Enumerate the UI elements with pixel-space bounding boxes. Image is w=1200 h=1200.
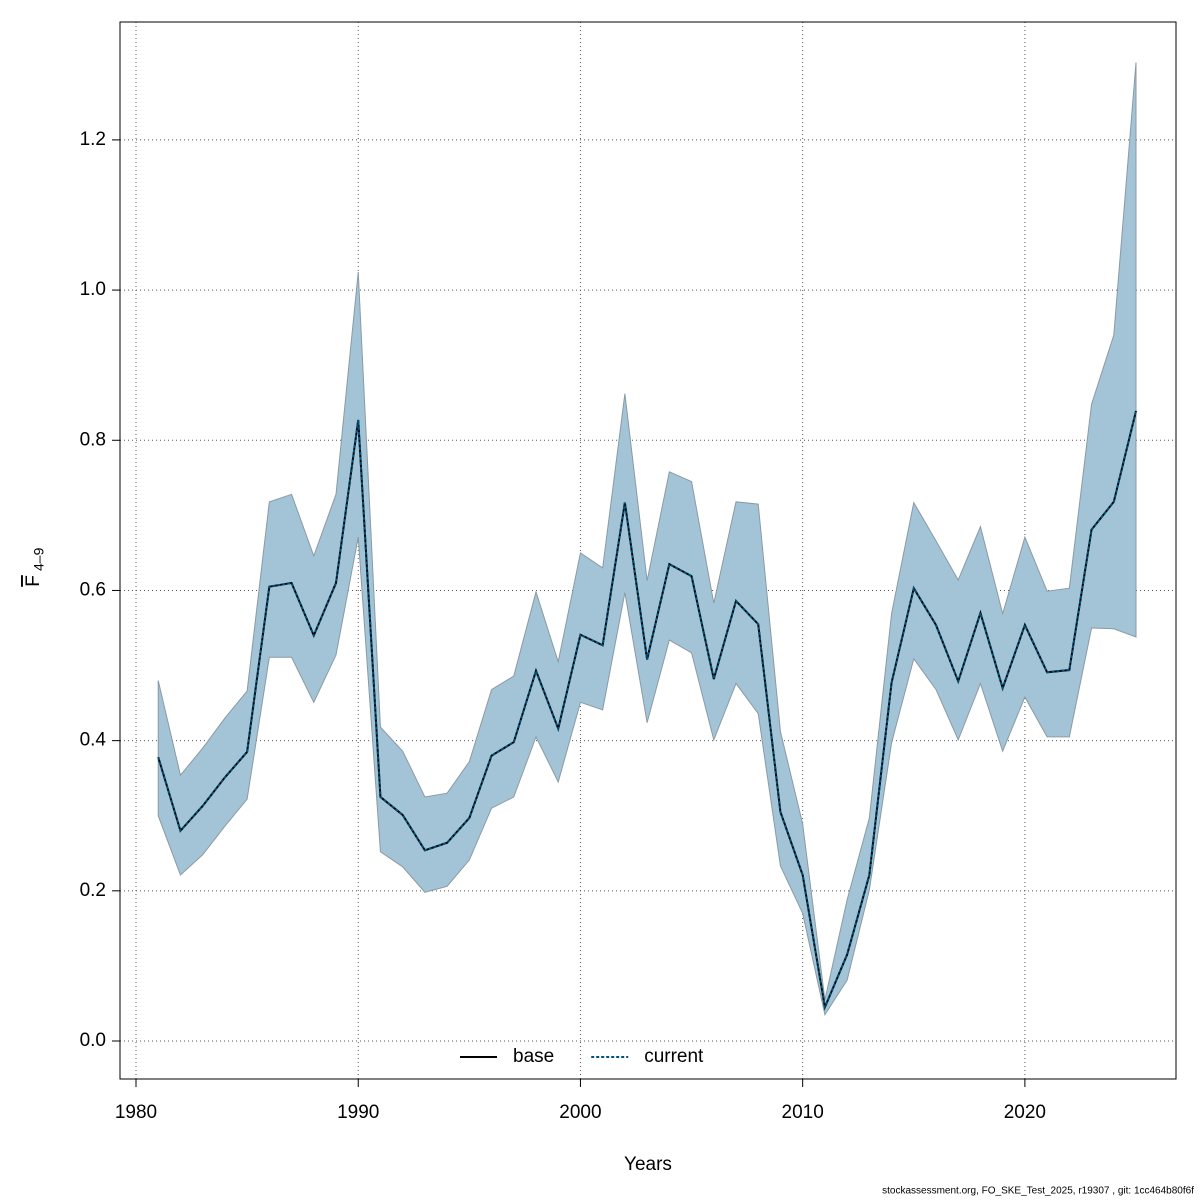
x-tick-label: 2010 — [782, 1102, 824, 1123]
x-axis-label: Years — [624, 1154, 672, 1175]
x-tick-label: 1990 — [337, 1102, 379, 1123]
x-tick-label: 2020 — [1004, 1102, 1046, 1123]
plot-frame — [119, 21, 1177, 1080]
legend-item: current — [591, 1046, 704, 1067]
y-tick-label: 0.0 — [80, 1030, 106, 1051]
y-tick-label: 0.6 — [80, 579, 106, 600]
y-tick-label: 0.4 — [80, 730, 107, 751]
x-tick-label: 2000 — [559, 1102, 601, 1123]
footer: stockassessment.org, FO_SKE_Test_2025, r… — [882, 1186, 1194, 1197]
y-tick-label: 1.0 — [80, 279, 106, 300]
confidence-band — [157, 62, 1137, 1017]
y-tick-label: 1.2 — [80, 129, 106, 150]
legend-label: current — [644, 1046, 704, 1067]
y-axis-label-main: F — [23, 575, 44, 587]
y-tick-label: 0.2 — [80, 880, 106, 901]
legend-label: base — [513, 1046, 554, 1067]
y-tick-label: 0.8 — [80, 429, 106, 450]
series-line — [157, 410, 1137, 1011]
x-tick-label: 1980 — [115, 1102, 157, 1123]
legend-item: base — [460, 1046, 554, 1067]
y-axis-label: F 4–9 — [23, 547, 47, 586]
y-axis-label-sub: 4–9 — [31, 547, 47, 571]
